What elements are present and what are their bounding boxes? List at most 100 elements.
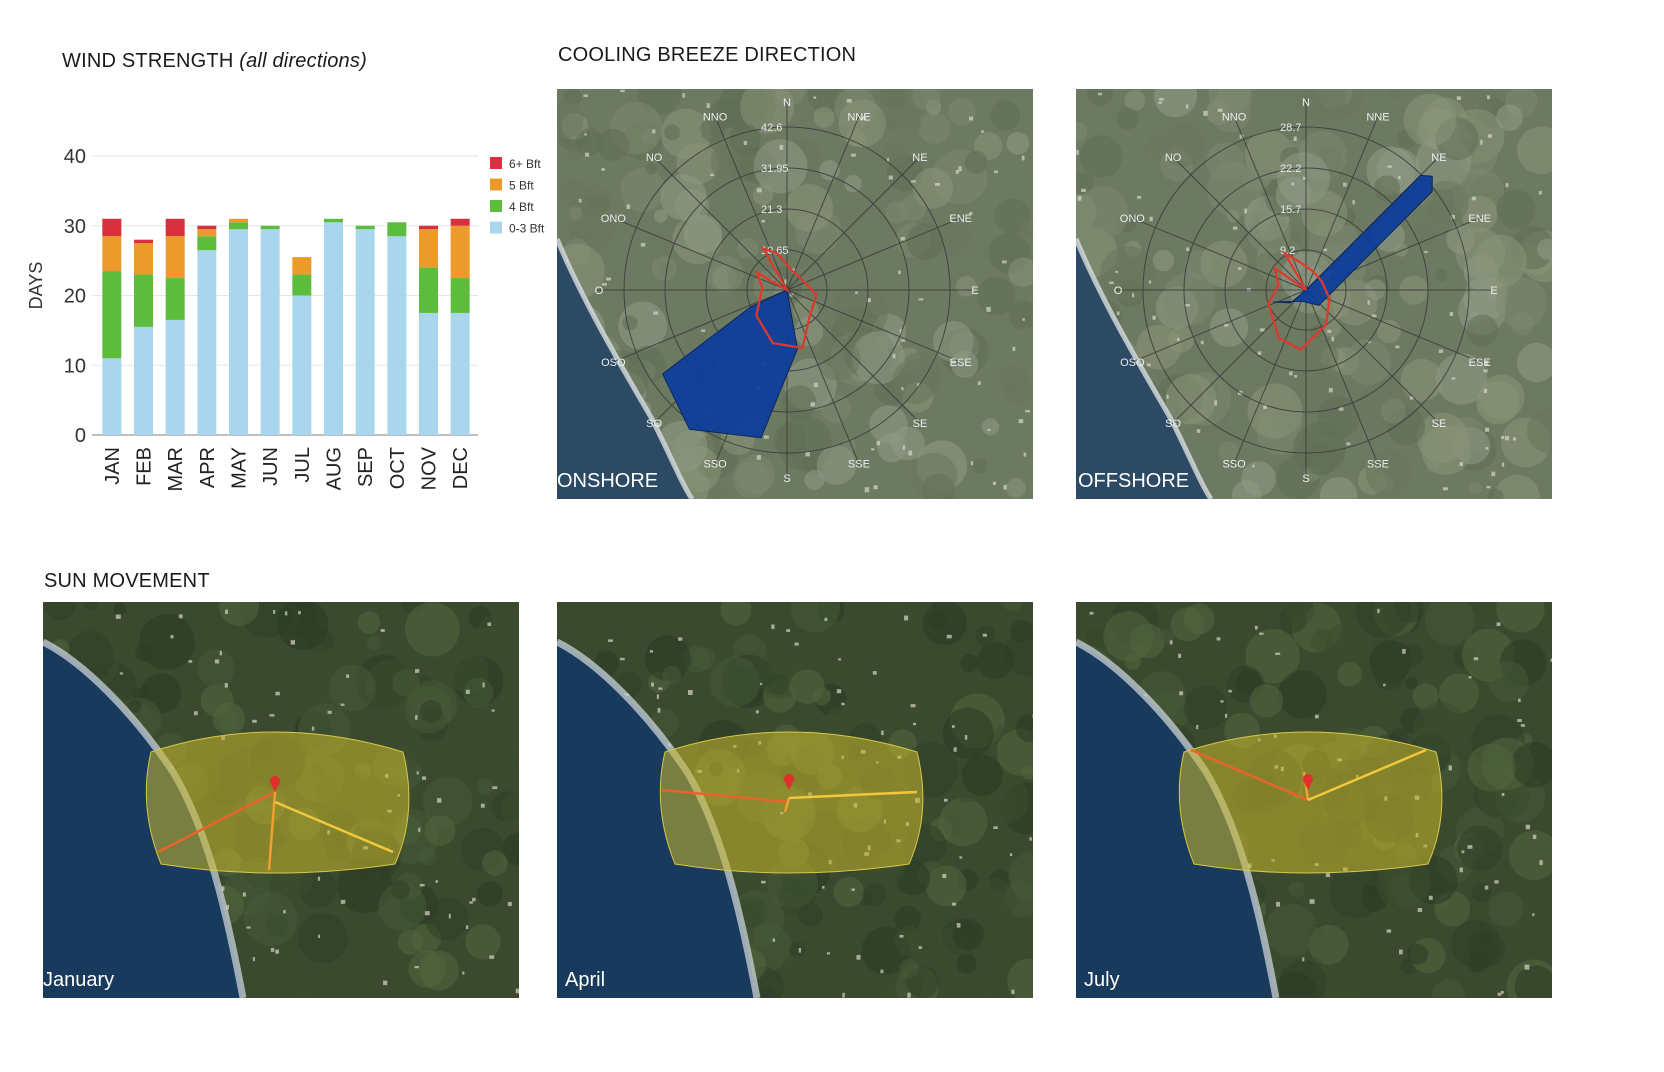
direction-label: S [1302, 473, 1309, 485]
x-tick-label: FEB [134, 447, 156, 486]
sun-map-july: July [1076, 602, 1552, 998]
sun-path-line [267, 791, 277, 871]
sun-map-january: January [43, 602, 519, 998]
direction-label: NE [912, 152, 927, 164]
bar-segment [165, 218, 185, 237]
ocean [43, 642, 243, 998]
rose-spoke [1232, 289, 1307, 466]
rose-spoke [786, 155, 922, 291]
direction-label: N [1302, 97, 1310, 109]
rose-spoke [786, 216, 963, 291]
direction-label: ENE [949, 213, 972, 225]
direction-label: SE [913, 418, 928, 430]
direction-label: ENE [1468, 213, 1491, 225]
direction-label: ESE [950, 357, 972, 369]
bar-segment [419, 225, 438, 230]
bar-segment [134, 239, 153, 244]
rose-spoke [786, 289, 963, 364]
direction-label: NNE [1366, 111, 1389, 123]
legend-label: 5 Bft [509, 179, 534, 193]
sun-path-line [157, 790, 276, 854]
caption-july: July [1084, 969, 1120, 991]
sun-path-april [557, 602, 1033, 998]
bar-segment [387, 236, 407, 435]
offshore-caption: OFFSHORE [1078, 470, 1190, 492]
sun-path-line [1190, 748, 1309, 802]
bar-segment [197, 250, 217, 435]
wind-strength-title: WIND STRENGTH (all directions) [62, 50, 367, 73]
ring-value-label: 42.6 [761, 122, 782, 134]
ring-value-label: 10.65 [761, 245, 789, 257]
rose-spoke [1305, 289, 1482, 364]
onshore-caption: ONSHORE [557, 470, 659, 492]
rose-spoke [1171, 155, 1307, 291]
rose-spoke [786, 289, 861, 466]
bar-segment [229, 218, 248, 223]
ocean [1076, 642, 1276, 998]
bar-segment [450, 278, 470, 313]
sun-path-line [788, 790, 918, 800]
bar-segment [450, 225, 470, 279]
bar-segment [229, 229, 248, 435]
bar-segment [134, 243, 153, 275]
bar-segment [292, 274, 312, 296]
sun-path-line [274, 800, 394, 854]
direction-label: ESE [1469, 357, 1491, 369]
offshore-wind-rose-map: N NNE NE ENE E ESE SE SSE S SSO SO OSO O ONO NO NNO 9.2 1… [1076, 89, 1552, 499]
y-tick-label: 0 [75, 425, 86, 447]
direction-label: O [1114, 285, 1123, 297]
offshore-wind-rose: N NNE NE ENE E ESE SE SSE S SSO SO OSO O ONO NO NNO 9.2 1… [1076, 89, 1552, 499]
bar-segment [165, 236, 185, 279]
bar-segment [165, 278, 185, 320]
ring-value-label: 22.2 [1280, 163, 1301, 175]
direction-label: SO [646, 418, 662, 430]
bar-segment [419, 229, 438, 268]
sun-area [1178, 731, 1443, 874]
x-tick-label: AUG [324, 447, 346, 490]
sun-area [659, 731, 924, 874]
direction-label: SO [1165, 418, 1181, 430]
sun-path-january [43, 602, 519, 998]
legend-swatch [490, 178, 502, 191]
wind-rose-outline [1267, 250, 1331, 352]
ring-value-label: 9.2 [1280, 245, 1295, 257]
x-tick-label: DEC [450, 447, 472, 489]
cooling-breeze-title: COOLING BREEZE DIRECTION [558, 44, 857, 66]
direction-label: SSO [703, 459, 727, 471]
direction-label: OSO [601, 357, 626, 369]
direction-label: N [783, 97, 791, 109]
x-tick-label: JUN [260, 447, 282, 486]
legend-swatch [490, 200, 502, 212]
terrain-texture [1076, 89, 1552, 499]
bar-segment [229, 222, 248, 230]
bar-segment [292, 295, 312, 435]
rose-spoke [786, 114, 861, 291]
direction-label: NO [646, 152, 663, 164]
rose-spoke [1232, 114, 1307, 291]
y-tick-label: 40 [64, 146, 86, 168]
bar-segment [355, 229, 375, 435]
rose-spoke [652, 155, 788, 291]
bar-segment [102, 271, 122, 359]
direction-label: O [595, 285, 604, 297]
onshore-wind-rose-map: N NNE NE ENE E ESE SE SSE S SSO SO OSO O ONO NO NNO 10.6… [557, 89, 1033, 499]
ring-value-label: 31.95 [761, 163, 789, 175]
ring-value-label: 21.3 [761, 204, 782, 216]
direction-label: E [1490, 285, 1497, 297]
wind-rose-fill [1273, 174, 1433, 306]
bar-segment [419, 267, 438, 313]
sun-movement-title: SUN MOVEMENT [44, 570, 210, 592]
legend-label: 6+ Bft [509, 157, 541, 171]
bar-segment [355, 225, 375, 230]
bar-segment [134, 326, 153, 435]
rose-spoke [1305, 114, 1380, 291]
x-tick-label: JAN [102, 447, 124, 485]
direction-label: NNO [703, 111, 728, 123]
sun-path-line [1307, 748, 1427, 802]
bar-segment [419, 312, 438, 435]
x-tick-label: MAR [165, 447, 187, 491]
x-tick-label: MAY [229, 447, 251, 489]
bar-segment [292, 257, 312, 275]
bar-segment [387, 222, 407, 237]
bar-segment [165, 319, 185, 435]
